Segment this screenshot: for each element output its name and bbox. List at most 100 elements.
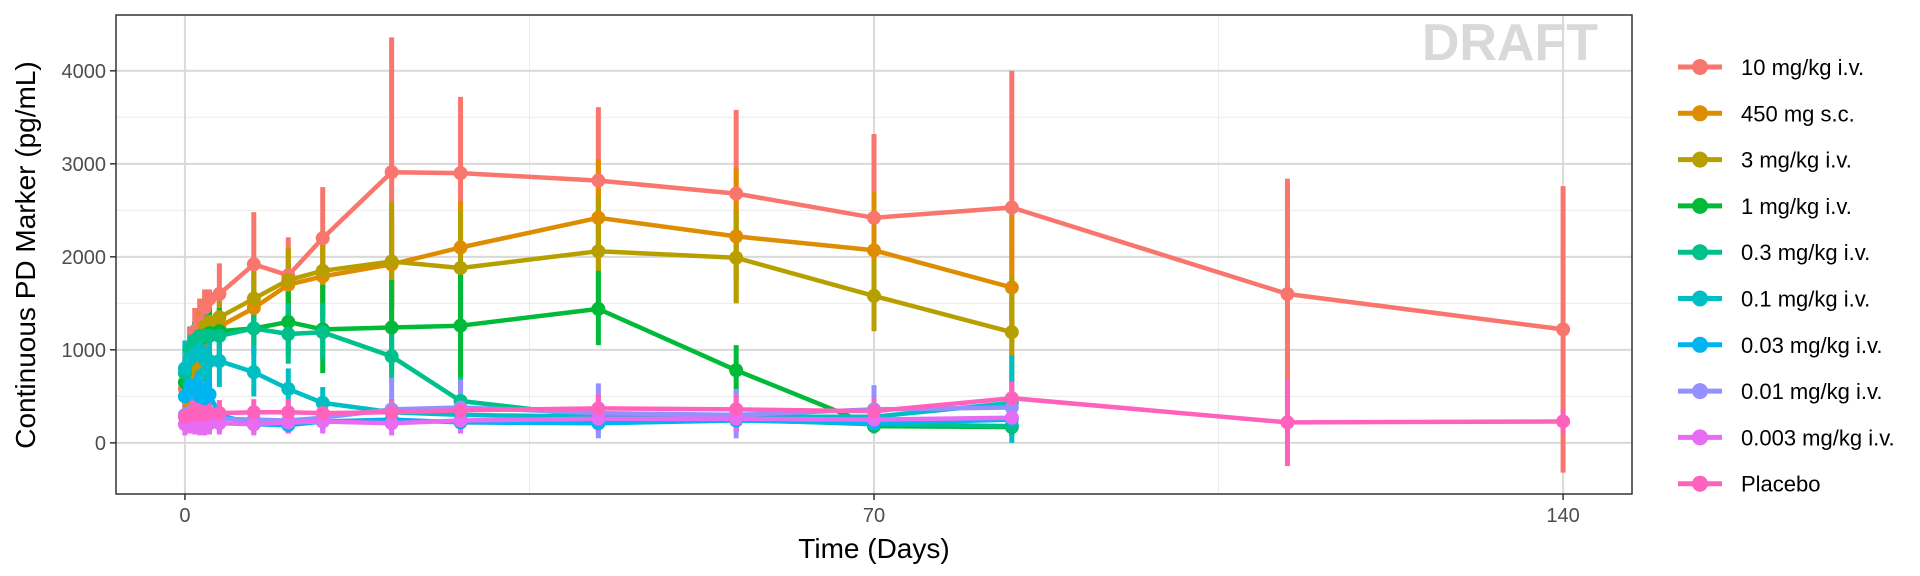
data-point-3-mg-kg-i-v-: [867, 288, 881, 303]
data-point-10-mg-kg-i-v-: [867, 210, 881, 225]
legend: 10 mg/kg i.v. 450 mg s.c. 3 mg/kg i.v. 1 mg…: [1678, 55, 1895, 497]
data-point-placebo: [315, 406, 330, 421]
data-point-10-mg-kg-i-v-: [212, 287, 227, 302]
data-point-placebo: [1004, 391, 1019, 406]
data-point-placebo: [212, 406, 227, 421]
data-point-450-mg-s-c-: [1004, 280, 1019, 295]
data-point-10-mg-kg-i-v-: [453, 166, 468, 181]
legend-key-point: [1692, 383, 1708, 400]
data-point-3-mg-kg-i-v-: [212, 310, 227, 325]
data-point-0-003-mg-kg-i-v-: [281, 415, 296, 430]
data-point-0-1-mg-kg-i-v-: [281, 381, 296, 396]
data-point-0-1-mg-kg-i-v-: [202, 353, 217, 368]
data-point-450-mg-s-c-: [867, 243, 881, 258]
x-tick-label: 140: [1546, 505, 1579, 527]
x-tick-label: 70: [863, 505, 885, 527]
data-point-3-mg-kg-i-v-: [591, 244, 606, 259]
data-point-0-3-mg-kg-i-v-: [202, 328, 217, 343]
legend-item-1-mg-kg-i-v-: 1 mg/kg i.v.: [1678, 194, 1852, 219]
data-point-placebo: [384, 405, 399, 420]
legend-key-point: [1692, 105, 1708, 122]
data-point-0-3-mg-kg-i-v-: [281, 327, 296, 342]
legend-item-0-1-mg-kg-i-v-: 0.1 mg/kg i.v.: [1678, 287, 1870, 312]
y-tick-label: 0: [95, 433, 106, 455]
data-point-0-003-mg-kg-i-v-: [246, 417, 261, 432]
data-point-3-mg-kg-i-v-: [281, 273, 296, 288]
data-point-0-3-mg-kg-i-v-: [246, 321, 261, 336]
legend-key-point: [1692, 59, 1708, 75]
data-point-10-mg-kg-i-v-: [1556, 322, 1571, 337]
legend-label: 3 mg/kg i.v.: [1741, 148, 1852, 173]
y-axis-title: Continuous PD Marker (pg/mL): [10, 61, 41, 448]
data-point-0-003-mg-kg-i-v-: [212, 416, 227, 431]
legend-key-point: [1692, 244, 1708, 261]
data-point-10-mg-kg-i-v-: [1004, 200, 1019, 215]
legend-key-point: [1692, 151, 1708, 168]
y-axis: 0 1000 2000 3000 4000: [62, 61, 116, 455]
y-tick-label: 4000: [62, 61, 107, 83]
data-point-placebo: [1556, 414, 1571, 429]
data-point-0-3-mg-kg-i-v-: [384, 349, 399, 364]
data-point-3-mg-kg-i-v-: [246, 291, 261, 306]
data-point-placebo: [591, 401, 606, 416]
legend-item-10-mg-kg-i-v-: 10 mg/kg i.v.: [1678, 55, 1864, 80]
data-point-3-mg-kg-i-v-: [453, 260, 468, 275]
data-point-1-mg-kg-i-v-: [591, 301, 606, 316]
y-tick-label: 1000: [62, 340, 107, 362]
legend-item-0-3-mg-kg-i-v-: 0.3 mg/kg i.v.: [1678, 240, 1870, 265]
data-point-0-03-mg-kg-i-v-: [177, 389, 192, 404]
data-point-placebo: [246, 405, 261, 420]
draft-watermark: DRAFT: [1422, 14, 1598, 72]
data-point-450-mg-s-c-: [591, 210, 606, 225]
legend-label: 1 mg/kg i.v.: [1741, 194, 1852, 219]
data-point-placebo: [1280, 415, 1295, 430]
legend-label: 0.3 mg/kg i.v.: [1741, 240, 1870, 265]
legend-label: 0.1 mg/kg i.v.: [1741, 287, 1870, 312]
legend-key-point: [1692, 429, 1708, 446]
data-point-0-003-mg-kg-i-v-: [384, 416, 399, 431]
legend-label: 0.01 mg/kg i.v.: [1741, 379, 1882, 404]
data-point-0-003-mg-kg-i-v-: [453, 413, 468, 428]
data-point-0-03-mg-kg-i-v-: [202, 387, 217, 402]
data-point-450-mg-s-c-: [453, 240, 468, 255]
data-point-placebo: [453, 403, 468, 418]
data-point-placebo: [729, 402, 744, 417]
data-point-1-mg-kg-i-v-: [384, 320, 399, 335]
data-point-0-3-mg-kg-i-v-: [212, 328, 227, 343]
data-point-placebo: [202, 406, 217, 421]
data-point-0-1-mg-kg-i-v-: [212, 353, 227, 368]
legend-label: 450 mg s.c.: [1741, 101, 1855, 126]
legend-item-placebo: Placebo: [1678, 472, 1821, 497]
data-point-0-1-mg-kg-i-v-: [246, 365, 261, 380]
y-tick-label: 2000: [62, 247, 107, 269]
data-points: [177, 165, 1571, 435]
data-point-3-mg-kg-i-v-: [729, 250, 744, 265]
x-axis: 0 70 140: [179, 494, 1580, 527]
x-axis-title: Time (Days): [798, 533, 949, 564]
legend-item-0-01-mg-kg-i-v-: 0.01 mg/kg i.v.: [1678, 379, 1882, 404]
data-point-10-mg-kg-i-v-: [1280, 287, 1295, 302]
x-tick-label: 0: [179, 505, 190, 527]
data-point-10-mg-kg-i-v-: [246, 257, 261, 272]
data-point-10-mg-kg-i-v-: [315, 231, 330, 246]
data-point-450-mg-s-c-: [729, 229, 744, 244]
legend-label: 10 mg/kg i.v.: [1741, 55, 1864, 80]
data-point-0-1-mg-kg-i-v-: [315, 395, 330, 410]
data-point-1-mg-kg-i-v-: [453, 318, 468, 333]
data-point-0-003-mg-kg-i-v-: [1004, 410, 1019, 425]
data-point-3-mg-kg-i-v-: [315, 263, 330, 278]
legend-label: Placebo: [1741, 472, 1821, 497]
data-point-10-mg-kg-i-v-: [729, 186, 744, 201]
data-point-3-mg-kg-i-v-: [384, 254, 399, 269]
legend-label: 0.03 mg/kg i.v.: [1741, 333, 1882, 358]
data-point-1-mg-kg-i-v-: [729, 363, 744, 378]
data-point-0-003-mg-kg-i-v-: [591, 411, 606, 426]
data-point-3-mg-kg-i-v-: [1004, 325, 1019, 340]
data-point-10-mg-kg-i-v-: [591, 173, 606, 188]
legend-item-0-003-mg-kg-i-v-: 0.003 mg/kg i.v.: [1678, 425, 1895, 450]
data-point-1-mg-kg-i-v-: [281, 314, 296, 329]
legend-item-3-mg-kg-i-v-: 3 mg/kg i.v.: [1678, 148, 1852, 173]
y-tick-label: 3000: [62, 154, 107, 176]
legend-item-0-03-mg-kg-i-v-: 0.03 mg/kg i.v.: [1678, 333, 1882, 358]
